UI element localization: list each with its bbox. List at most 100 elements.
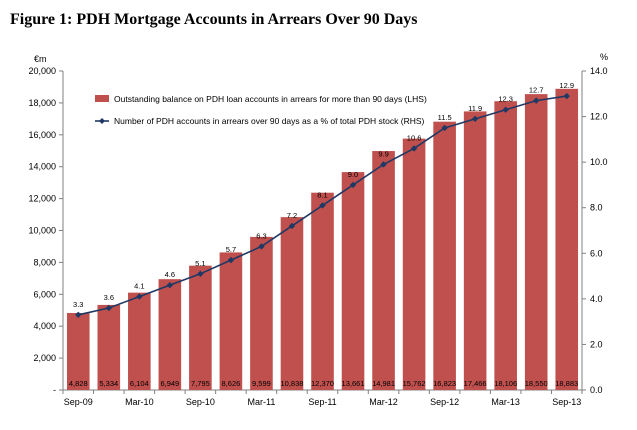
bar-value-label: 18,550 bbox=[525, 379, 548, 388]
line-marker bbox=[471, 115, 479, 123]
x-tick-label: Sep-11 bbox=[308, 397, 336, 407]
left-tick-label: 4,000 bbox=[33, 321, 56, 331]
left-tick-label: 14,000 bbox=[28, 162, 56, 172]
line-value-label: 9.9 bbox=[378, 149, 388, 158]
bar-value-label: 14,981 bbox=[372, 379, 395, 388]
bar-value-label: 18,883 bbox=[555, 379, 578, 388]
bar-value-label: 6,949 bbox=[160, 379, 179, 388]
line-value-label: 4.1 bbox=[134, 282, 144, 291]
bar-value-label: 16,823 bbox=[433, 379, 456, 388]
bar-value-label: 8,626 bbox=[222, 379, 241, 388]
bar bbox=[341, 172, 365, 390]
line-marker bbox=[563, 92, 570, 100]
bar bbox=[128, 292, 151, 390]
right-tick-label: 12.0 bbox=[590, 112, 608, 122]
line-marker bbox=[441, 124, 448, 132]
line-value-label: 8.1 bbox=[317, 190, 327, 199]
legend: Outstanding balance on PDH loan accounts… bbox=[95, 94, 427, 126]
line-value-label: 12.9 bbox=[559, 81, 574, 90]
bar-value-label: 7,795 bbox=[191, 379, 210, 388]
right-tick-label: 14.0 bbox=[590, 66, 608, 76]
bar bbox=[524, 94, 548, 390]
left-axis-unit: €m bbox=[34, 54, 47, 64]
line-marker bbox=[410, 145, 418, 152]
line-marker bbox=[105, 304, 112, 312]
bar-value-label: 17,466 bbox=[464, 379, 487, 388]
x-tick-label: Mar-13 bbox=[491, 397, 520, 407]
bar-value-label: 18,106 bbox=[494, 379, 517, 388]
bar bbox=[158, 279, 182, 390]
bar-value-label: 4,828 bbox=[69, 379, 88, 388]
right-tick-label: 8.0 bbox=[590, 203, 603, 213]
line-series bbox=[75, 92, 570, 319]
bar-value-label: 15,762 bbox=[403, 379, 426, 388]
left-tick-label: 20,000 bbox=[28, 66, 56, 76]
line-marker bbox=[533, 97, 540, 104]
left-tick-label: 6,000 bbox=[33, 289, 56, 299]
line-value-label: 5.1 bbox=[195, 259, 205, 268]
bar bbox=[311, 192, 334, 390]
left-tick-label: 12,000 bbox=[28, 194, 56, 204]
left-tick-label: 18,000 bbox=[28, 98, 56, 108]
bar bbox=[402, 138, 426, 390]
bar-value-label: 13,661 bbox=[342, 379, 365, 388]
left-tick-label: 2,000 bbox=[33, 353, 56, 363]
line-value-label: 3.3 bbox=[73, 300, 83, 309]
bar bbox=[463, 111, 487, 390]
right-tick-label: 6.0 bbox=[590, 248, 603, 258]
line-marker bbox=[136, 293, 143, 300]
right-tick-label: 2.0 bbox=[590, 339, 603, 349]
x-tick-label: Sep-09 bbox=[64, 397, 93, 407]
line-value-label: 6.3 bbox=[256, 231, 266, 240]
bar bbox=[494, 101, 517, 391]
line-marker bbox=[75, 311, 82, 319]
bar bbox=[219, 252, 243, 390]
line-marker bbox=[166, 281, 174, 289]
line-value-label: 11.9 bbox=[468, 104, 482, 113]
x-tick-label: Sep-13 bbox=[552, 397, 581, 407]
left-tick-label: 16,000 bbox=[28, 130, 56, 140]
bar-value-label: 5,334 bbox=[99, 379, 118, 388]
right-tick-label: 10.0 bbox=[590, 157, 608, 167]
bar bbox=[250, 236, 273, 390]
x-tick-label: Mar-12 bbox=[369, 397, 398, 407]
bar-value-label: 9,599 bbox=[252, 379, 271, 388]
line-marker bbox=[227, 256, 235, 264]
left-tick-label: 8,000 bbox=[33, 257, 56, 267]
line-value-label: 7.2 bbox=[287, 211, 297, 220]
x-tick-label: Sep-12 bbox=[430, 397, 459, 407]
bar bbox=[280, 217, 304, 390]
line-value-label: 11.5 bbox=[438, 113, 452, 122]
line-value-label: 10.6 bbox=[407, 133, 422, 142]
legend-label-line: Number of PDH accounts in arrears over 9… bbox=[114, 116, 425, 126]
legend-swatch-bar bbox=[95, 95, 109, 102]
bar bbox=[97, 304, 121, 390]
line-value-label: 12.7 bbox=[529, 86, 544, 95]
line-marker bbox=[349, 181, 357, 189]
bar-value-label: 6,104 bbox=[130, 379, 149, 388]
bar bbox=[66, 312, 90, 390]
x-tick-label: Mar-11 bbox=[248, 397, 276, 407]
left-tick-label: - bbox=[53, 385, 56, 395]
left-tick-label: 10,000 bbox=[28, 226, 56, 236]
bar-value-label: 10,838 bbox=[280, 379, 303, 388]
line-marker bbox=[502, 106, 509, 113]
chart-axes: - 2,000 4,000 6,000 8,000 10,000 12,000 14,000 1… bbox=[28, 52, 608, 407]
bar-series bbox=[66, 88, 579, 391]
right-axis-unit: % bbox=[600, 52, 608, 62]
line-marker bbox=[288, 222, 296, 230]
legend-swatch-marker bbox=[99, 118, 105, 124]
bar bbox=[372, 151, 395, 390]
data-labels: 4,828 5,334 6,104 6,949 7,795 8,626 9,599 10,83… bbox=[69, 81, 578, 388]
right-tick-label: 0.0 bbox=[590, 385, 603, 395]
line-marker bbox=[258, 243, 265, 250]
right-tick-label: 4.0 bbox=[590, 294, 603, 304]
bar bbox=[555, 88, 579, 390]
bar bbox=[433, 121, 456, 390]
line-value-label: 3.6 bbox=[104, 293, 114, 302]
legend-label-bar: Outstanding balance on PDH loan accounts… bbox=[114, 94, 427, 104]
line-value-label: 9.0 bbox=[348, 170, 358, 179]
x-tick-label: Sep-10 bbox=[186, 397, 215, 407]
line-value-label: 4.6 bbox=[165, 270, 175, 279]
